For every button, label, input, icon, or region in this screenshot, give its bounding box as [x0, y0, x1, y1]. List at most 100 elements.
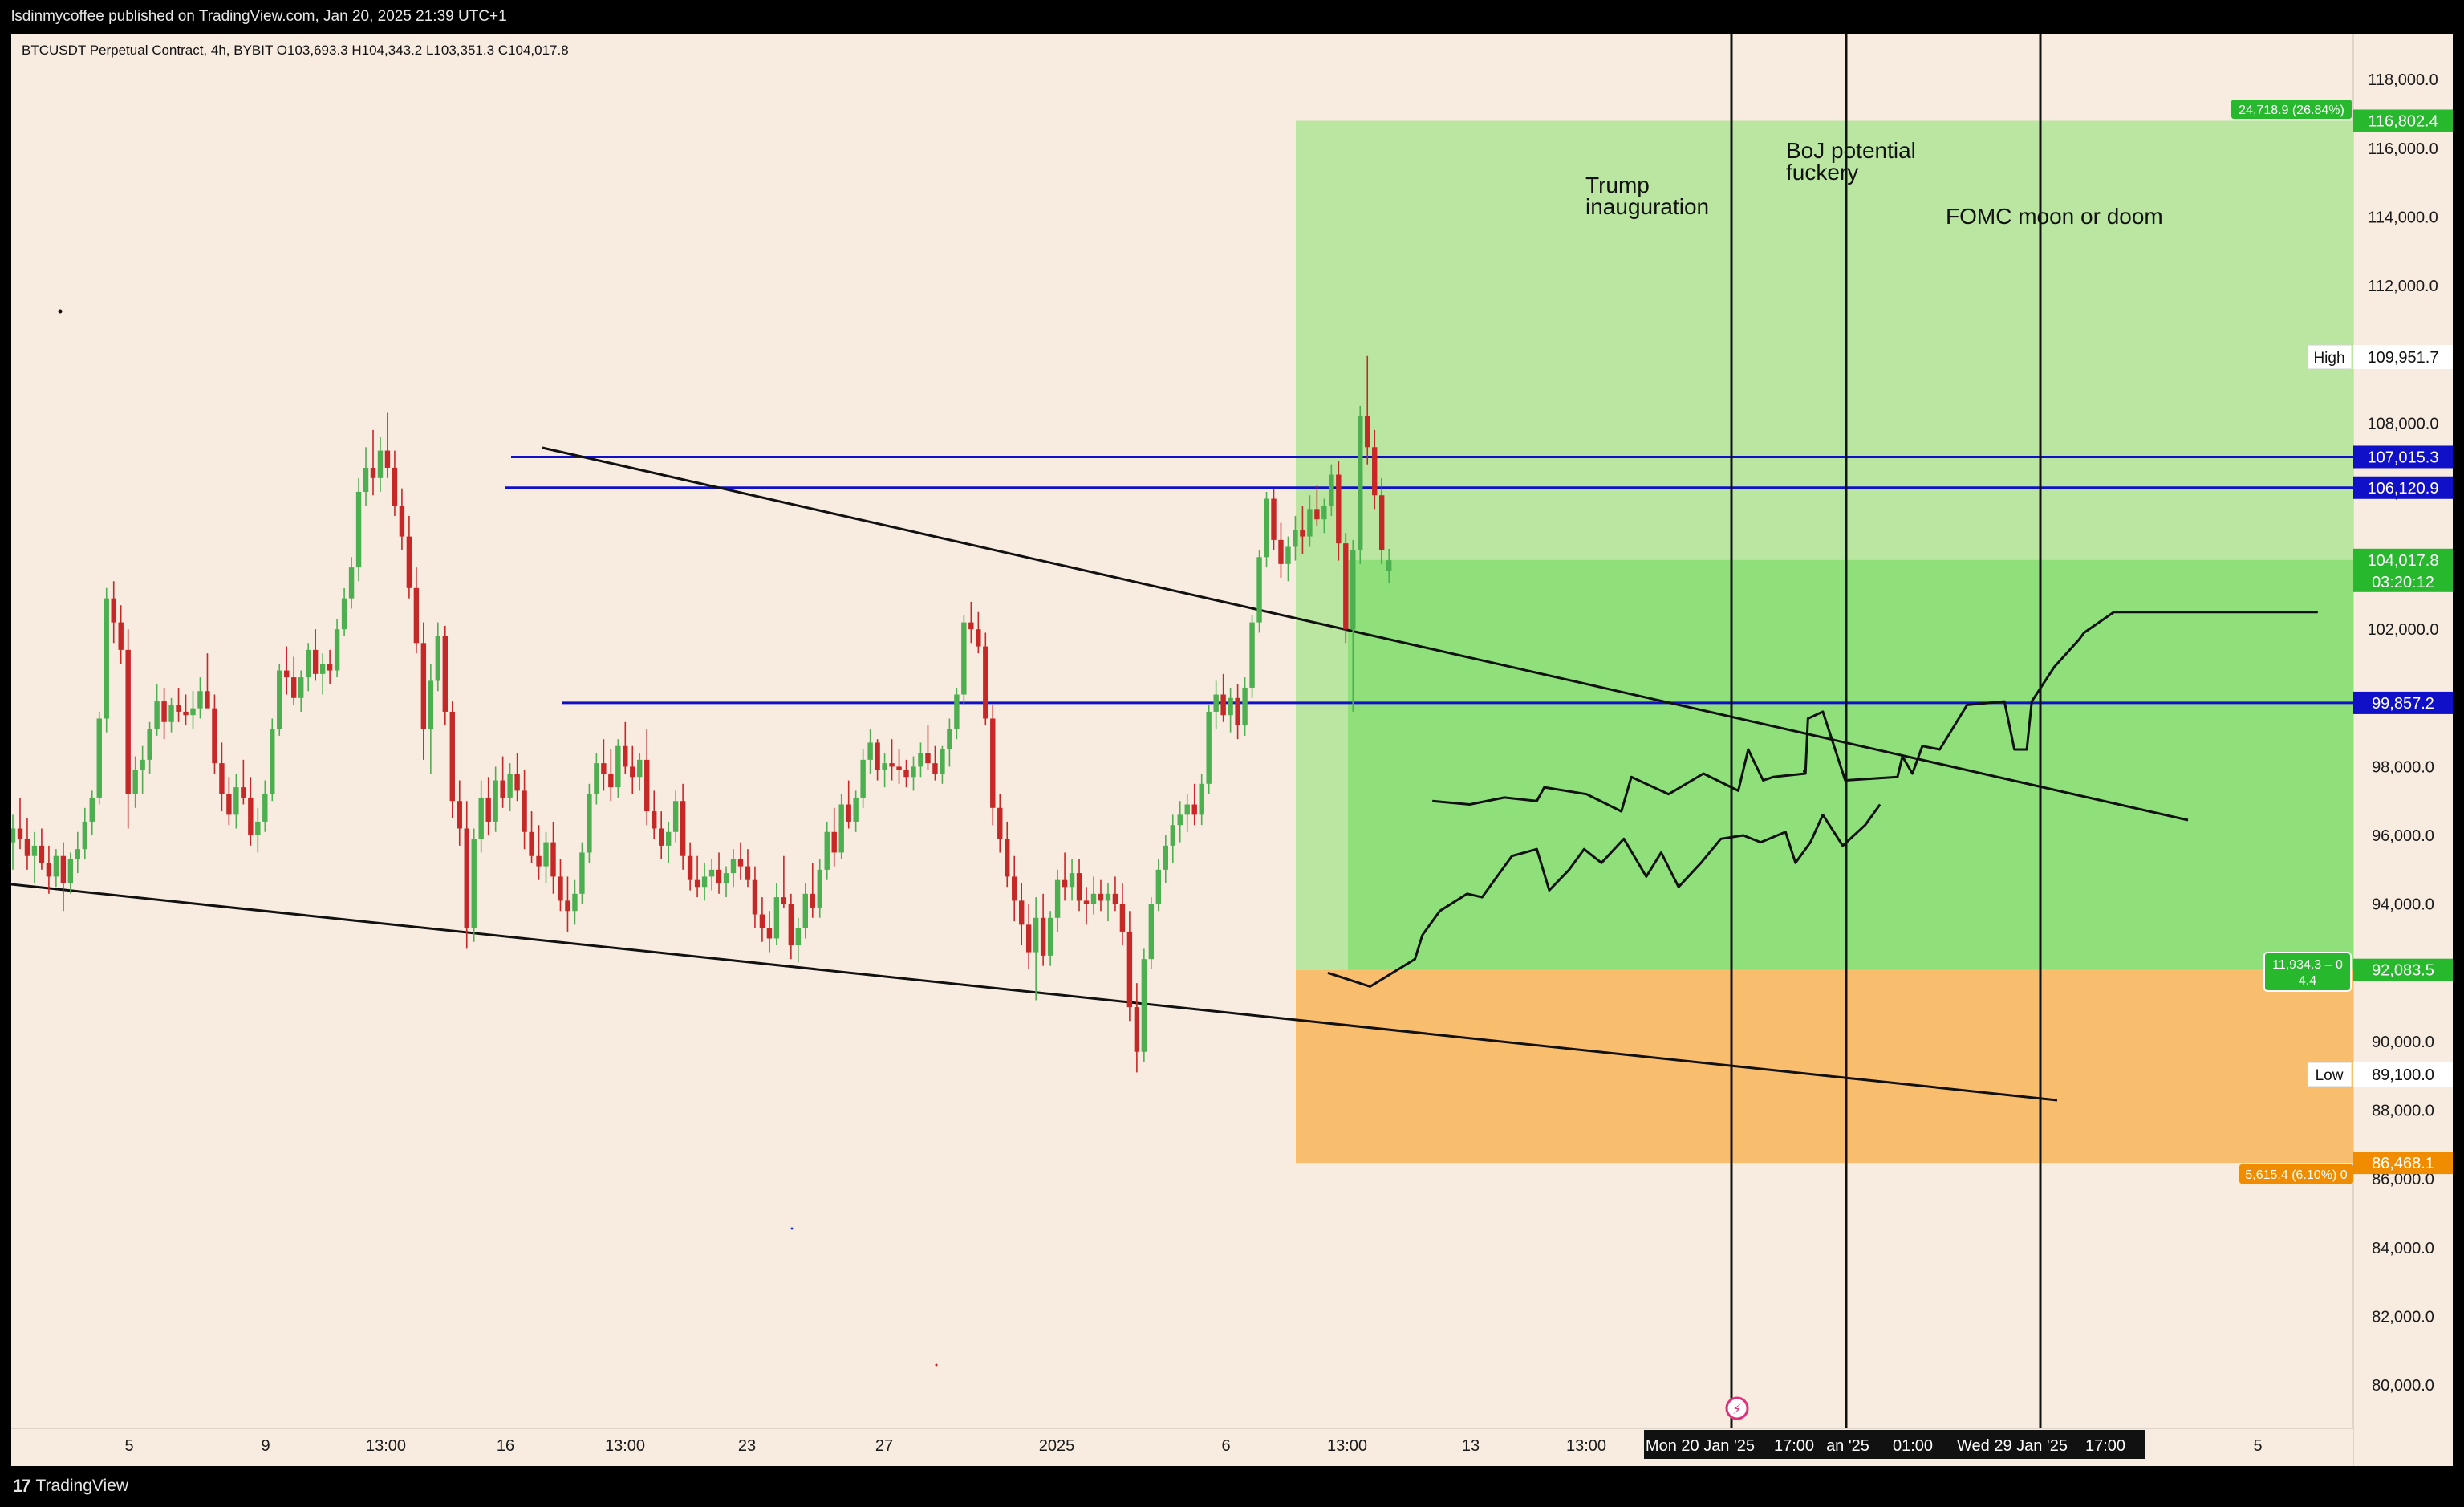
candle-body	[298, 677, 304, 698]
candle-body	[1379, 495, 1385, 550]
candle-body	[637, 759, 643, 778]
annotation-trump-line1[interactable]: Trump	[1585, 173, 1650, 197]
candle-body	[846, 804, 851, 822]
candle-body	[716, 869, 722, 883]
candle-body	[24, 839, 30, 856]
countdown-bg	[2353, 571, 2453, 592]
price-tick: 84,000.0	[2372, 1240, 2434, 1257]
annotation-trump-line2[interactable]: inauguration	[1585, 194, 1709, 219]
high-value: 109,951.7	[2368, 349, 2439, 367]
candle-body	[687, 855, 693, 880]
candle-body	[911, 766, 916, 778]
candle-body	[147, 729, 152, 760]
stop-label[interactable]: 5,615.4 (6.10%) 0	[2239, 1164, 2353, 1184]
high-marker[interactable]: High 109,951.7	[2307, 344, 2453, 370]
chart-area[interactable]: Trump inauguration BoJ potential fuckery…	[10, 34, 2453, 1466]
candle-body	[241, 787, 246, 798]
candle-body	[623, 745, 628, 767]
candle-body	[10, 828, 16, 843]
price-label[interactable]: 107,015.3	[2353, 445, 2453, 469]
candle-body	[1069, 873, 1075, 888]
candle-body	[788, 904, 794, 946]
price-label[interactable]: 104,017.8	[2353, 548, 2453, 571]
candle-body	[940, 749, 945, 774]
candle-body	[17, 828, 23, 839]
candle-body	[1220, 694, 1226, 716]
candle-body	[795, 928, 802, 946]
time-highlight-wed[interactable]: Wed 29 Jan '25 17:00	[1957, 1430, 2145, 1459]
time-highlight-wed-date: Wed 29 Jan '25	[1957, 1437, 2068, 1455]
price-label-bg	[2353, 109, 2453, 132]
freehand-path[interactable]	[1432, 611, 2318, 813]
candle-body	[478, 797, 484, 839]
candle-body	[723, 873, 729, 883]
time-highlight-wed-time: 17:00	[2085, 1437, 2125, 1455]
entry-label[interactable]: 11,934.3 – 0 4.4	[2263, 952, 2352, 992]
candle-body	[514, 773, 520, 791]
target-label[interactable]: 24,718.9 (26.84%)	[2231, 100, 2352, 119]
candle-body	[918, 753, 923, 767]
candle-body	[644, 759, 650, 812]
price-label-text: 86,468.1	[2372, 1155, 2434, 1172]
candle-body	[1329, 474, 1334, 506]
candle-body	[708, 869, 715, 877]
price-label-bg	[2353, 476, 2453, 499]
candle-body	[983, 646, 988, 719]
candle-body	[838, 804, 844, 853]
candle-body	[507, 773, 513, 798]
candle-body	[75, 849, 81, 860]
price-tick: 94,000.0	[2372, 896, 2434, 914]
candle-body	[255, 821, 261, 836]
price-label[interactable]: 99,857.2	[2353, 691, 2453, 714]
low-marker[interactable]: Low 89,100.0	[2307, 1062, 2453, 1087]
candle-body	[867, 742, 873, 760]
candle-body	[53, 855, 59, 877]
stop-loss-zone[interactable]	[1296, 969, 2353, 1164]
price-label[interactable]: 106,120.9	[2353, 476, 2453, 499]
candle-body	[1025, 924, 1032, 953]
freehand-path[interactable]	[1327, 803, 1881, 988]
annotation-fomc[interactable]: FOMC moon or doom	[1946, 204, 2163, 229]
candle-body	[608, 773, 614, 788]
candlestick-chart[interactable]: Trump inauguration BoJ potential fuckery…	[10, 34, 2453, 1466]
price-label[interactable]: 86,468.1	[2353, 1152, 2453, 1175]
annotation-boj-line2[interactable]: fuckery	[1786, 160, 1858, 185]
candle-body	[111, 598, 116, 623]
candle-body	[565, 900, 570, 912]
lightning-icon[interactable]: ⚡	[1725, 1396, 1749, 1420]
candle-body	[925, 753, 931, 764]
tradingview-brand[interactable]: 17 TradingView	[13, 1476, 128, 1497]
stray-dot	[790, 1227, 794, 1230]
candle-body	[176, 705, 181, 712]
candle-body	[672, 801, 679, 832]
candle-body	[140, 759, 145, 770]
candle-body	[1098, 893, 1104, 901]
price-label[interactable]: 116,802.4	[2353, 109, 2453, 132]
time-tick: 23	[738, 1437, 756, 1455]
profit-zone[interactable]	[1348, 559, 2353, 970]
candle-body	[1256, 557, 1262, 623]
candle-body	[384, 450, 391, 468]
candle-body	[305, 649, 311, 678]
time-highlight-mon[interactable]: Mon 20 Jan '25 17:00 an '25 01:00	[1644, 1430, 1957, 1459]
candle-body	[248, 797, 254, 836]
time-tick: 2025	[1039, 1437, 1075, 1455]
countdown-label: 03:20:12	[2353, 571, 2453, 592]
candle-body	[233, 787, 239, 815]
candle-body	[976, 629, 981, 647]
candle-body	[67, 859, 74, 883]
candle-body	[766, 928, 773, 939]
upper-trendline[interactable]	[542, 446, 2189, 822]
candle-body	[990, 718, 996, 808]
candle-body	[659, 828, 664, 846]
price-label[interactable]: 92,083.5	[2353, 958, 2453, 981]
candle-body	[226, 794, 232, 815]
candle-body	[60, 855, 67, 883]
time-tick: 13:00	[605, 1437, 645, 1455]
annotation-boj-line1[interactable]: BoJ potential	[1786, 138, 1916, 163]
time-tick: 13	[1462, 1437, 1480, 1455]
price-axis-bg[interactable]	[2353, 34, 2453, 1466]
lower-trendline[interactable]	[10, 883, 2058, 1102]
low-label: Low	[2316, 1067, 2344, 1084]
candle-body	[860, 759, 866, 798]
